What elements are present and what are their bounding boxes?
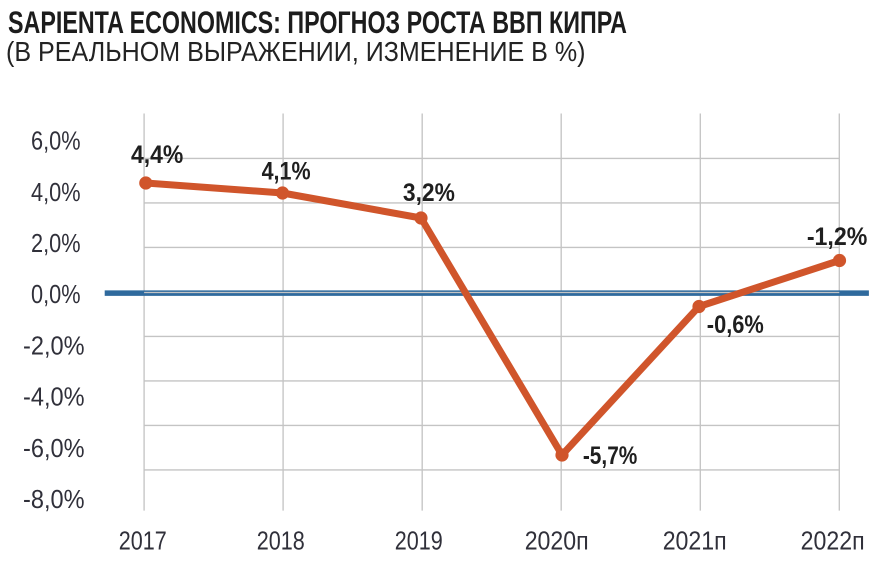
svg-text:2021п: 2021п <box>663 528 727 556</box>
svg-text:(В РЕАЛЬНОМ ВЫРАЖЕНИИ, ИЗМЕНЕН: (В РЕАЛЬНОМ ВЫРАЖЕНИИ, ИЗМЕНЕНИЕ В %) <box>6 36 586 67</box>
svg-text:-2,0%: -2,0% <box>23 332 85 360</box>
svg-text:2018: 2018 <box>257 528 305 556</box>
svg-text:4,4%: 4,4% <box>131 141 183 169</box>
svg-text:SAPIENTA ECONOMICS: ПРОГНОЗ РО: SAPIENTA ECONOMICS: ПРОГНОЗ РОСТА ВВП КИ… <box>8 5 627 40</box>
svg-text:-4,0%: -4,0% <box>23 384 85 412</box>
svg-text:-8,0%: -8,0% <box>23 486 85 514</box>
svg-text:-5,7%: -5,7% <box>583 442 638 470</box>
svg-text:-1,2%: -1,2% <box>807 223 868 251</box>
svg-text:3,2%: 3,2% <box>403 179 455 207</box>
svg-text:4,0%: 4,0% <box>31 179 81 207</box>
svg-text:2019: 2019 <box>395 528 443 556</box>
svg-text:6,0%: 6,0% <box>31 128 81 156</box>
svg-text:2,0%: 2,0% <box>31 230 81 258</box>
svg-text:0,0%: 0,0% <box>31 281 81 309</box>
svg-text:-6,0%: -6,0% <box>23 435 85 463</box>
svg-text:4,1%: 4,1% <box>262 158 311 186</box>
svg-text:2020п: 2020п <box>525 528 589 556</box>
svg-text:2017: 2017 <box>119 528 167 556</box>
svg-text:-0,6%: -0,6% <box>707 311 764 339</box>
svg-text:2022п: 2022п <box>801 528 865 556</box>
